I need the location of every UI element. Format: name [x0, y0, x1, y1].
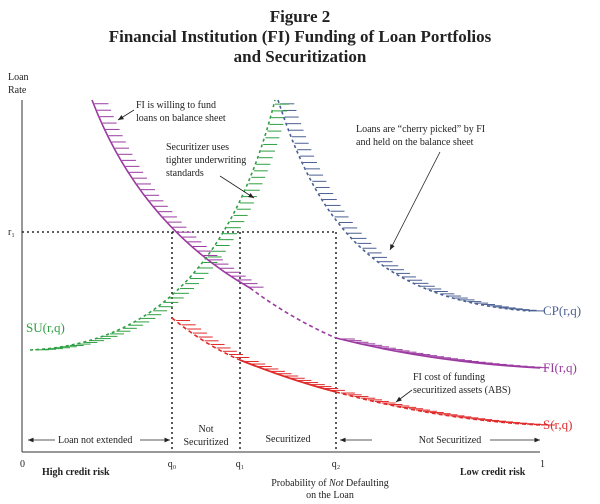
annotation-arrow: [395, 389, 413, 403]
x-axis-label: on the Loan: [306, 490, 354, 501]
fi-curve: [91, 99, 251, 289]
rate-label: r₁: [8, 227, 15, 238]
cp-label: CP(r,q): [543, 303, 581, 318]
figure-title: Financial Institution (FI) Funding of Lo…: [109, 27, 492, 46]
su-curve: [29, 99, 276, 351]
y-axis-label: Rate: [8, 85, 27, 96]
annotation: and held on the balance sheet: [356, 137, 474, 148]
s-label: S(r,q): [543, 417, 572, 432]
annotation-arrow: [219, 175, 255, 199]
fi-curve: [335, 337, 541, 369]
q1-label: q₁: [236, 459, 245, 470]
q2-label: q₂: [332, 459, 341, 470]
region-label: Loan not extended: [58, 435, 132, 446]
x-end: 1: [540, 459, 545, 470]
annotation: Securitizer uses: [166, 142, 229, 153]
s-curve: [239, 359, 337, 393]
x-right-label: Low credit risk: [460, 467, 526, 478]
annotation: loans on balance sheet: [136, 113, 226, 124]
annotation-arrow: [389, 151, 441, 251]
figure-title: and Securitization: [234, 47, 367, 66]
annotation: FI cost of funding: [413, 372, 485, 383]
x-origin: 0: [20, 459, 25, 470]
annotation: tighter underwriting: [166, 155, 246, 166]
x-axis-label: Probability of Not Defaulting: [271, 478, 389, 489]
x-left-label: High credit risk: [42, 467, 110, 478]
region-label: Securitized: [266, 434, 311, 445]
x-axis-label-part: Defaulting: [343, 478, 388, 489]
s-curve: [335, 391, 541, 426]
region-label: Not: [199, 424, 214, 435]
x-axis-label-part: Probability of: [271, 478, 329, 489]
figure-label: Figure 2: [270, 7, 331, 26]
annotation: securitized assets (ABS): [413, 385, 511, 396]
annotation: Loans are “cherry picked” by FI: [356, 124, 485, 135]
annotation: FI is willing to fund: [136, 100, 216, 111]
su-label: SU(r,q): [26, 320, 65, 335]
annotation-arrow: [117, 109, 135, 121]
annotation: standards: [166, 168, 204, 179]
x-axis-label-part: Not: [328, 478, 344, 489]
y-axis-label: Loan: [8, 72, 29, 83]
fi-label: FI(r,q): [543, 360, 577, 375]
s-curve: [171, 317, 241, 361]
region-label: Securitized: [184, 437, 229, 448]
q0-label: q₀: [168, 459, 177, 470]
fi-curve: [249, 287, 337, 339]
region-label: Not Securitized: [419, 435, 481, 446]
cp-curve: [277, 99, 531, 312]
